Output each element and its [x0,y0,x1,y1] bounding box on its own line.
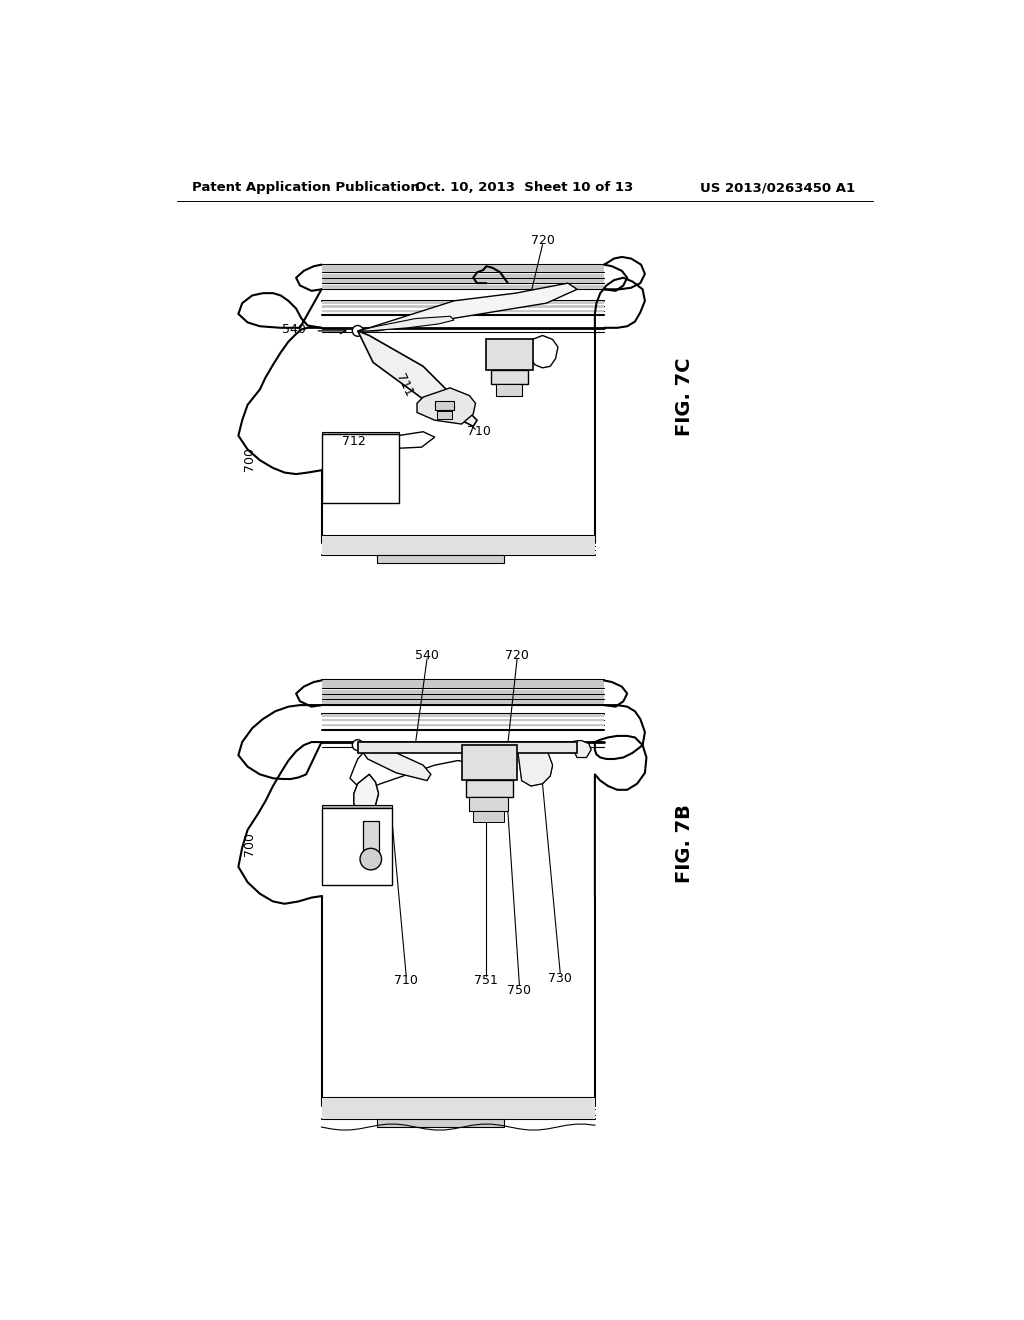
Text: 540: 540 [283,323,306,335]
Bar [323,280,604,284]
Text: US 2013/0263450 A1: US 2013/0263450 A1 [700,181,855,194]
Bar [323,714,604,718]
Bar [496,384,522,396]
Polygon shape [357,317,454,331]
Polygon shape [357,331,477,426]
Bar [323,696,604,700]
Text: 712: 712 [342,436,366,449]
Text: 730: 730 [548,972,572,985]
Polygon shape [569,741,591,758]
Circle shape [352,326,364,337]
Bar [462,744,517,780]
Text: 700: 700 [244,832,256,855]
Text: FIG. 7B: FIG. 7B [676,804,694,883]
Bar [466,780,513,797]
Bar [364,821,379,855]
Bar [357,742,578,752]
Bar [437,411,453,418]
Circle shape [360,849,382,870]
Bar [323,275,604,277]
Text: 540: 540 [415,648,439,661]
Text: 710: 710 [394,974,418,987]
Text: 720: 720 [505,648,529,661]
Text: 711: 711 [393,372,415,399]
Bar [473,810,504,822]
Text: 720: 720 [530,234,554,247]
Bar [322,805,392,808]
Bar [322,434,398,503]
Bar [377,1119,504,1127]
Text: FIG. 7C: FIG. 7C [676,358,694,437]
Text: 751: 751 [474,974,499,987]
Bar [323,701,604,705]
Bar [322,432,398,434]
Bar [322,536,595,554]
Polygon shape [357,284,578,331]
Bar [323,285,604,289]
Polygon shape [357,432,435,449]
Text: Patent Application Publication: Patent Application Publication [193,181,420,194]
Text: 700: 700 [244,446,256,471]
Bar [377,554,504,562]
Polygon shape [354,775,379,817]
Bar [469,797,508,810]
Bar [322,808,392,884]
Text: 710: 710 [467,425,490,438]
Bar [490,370,528,384]
Bar [323,264,604,272]
Bar [323,723,604,726]
Polygon shape [517,742,553,785]
Bar [323,310,604,313]
Bar [323,305,604,308]
Circle shape [352,739,364,751]
Bar [322,1098,595,1119]
Polygon shape [357,744,431,780]
Text: 750: 750 [508,983,531,997]
Bar [486,339,532,370]
Bar [323,301,604,304]
Bar [323,689,604,693]
Bar [435,401,454,411]
Bar [323,719,604,721]
Text: Oct. 10, 2013  Sheet 10 of 13: Oct. 10, 2013 Sheet 10 of 13 [416,181,634,194]
Polygon shape [417,388,475,424]
Bar [323,681,604,688]
